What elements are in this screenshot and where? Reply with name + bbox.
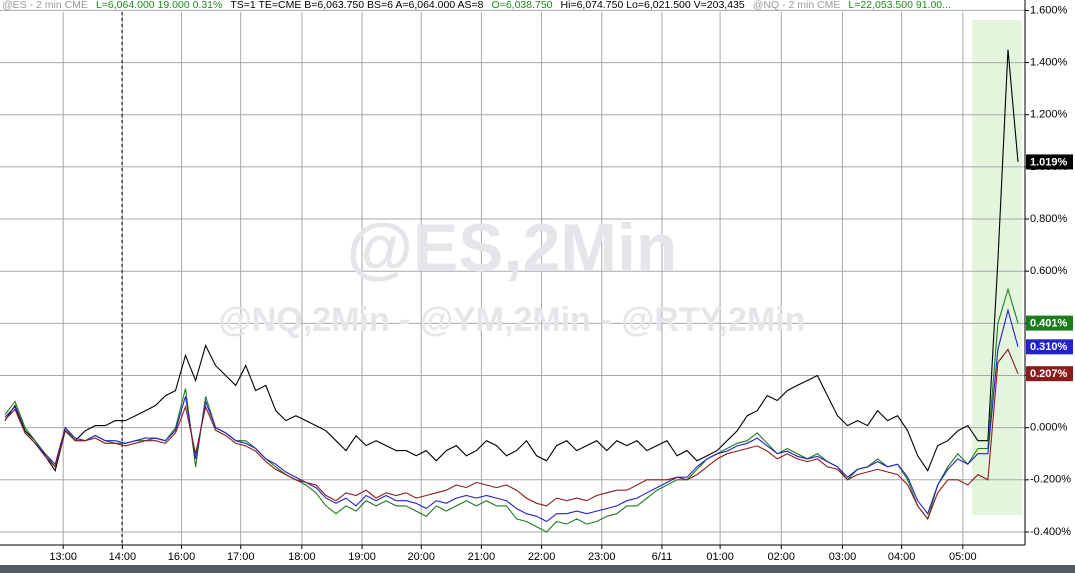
x-tick-label: 14:00 <box>109 551 137 563</box>
header: @ES - 2 min CME L=6,064.000 19.000 0.31% T… <box>2 0 951 11</box>
x-tick-label: 6/11 <box>652 551 673 563</box>
y-tick-label: 1.200% <box>1030 109 1068 121</box>
header-item: Hi=6,074.750 Lo=6,021.500 V=203,435 <box>561 0 745 11</box>
series-line <box>4 348 1019 521</box>
grid <box>0 9 1025 545</box>
series-line <box>4 49 1019 473</box>
last-value-label: 0.207% <box>1030 368 1068 380</box>
y-tick-label: 0.600% <box>1030 265 1068 277</box>
header-item: @ES - 2 min CME <box>2 0 88 11</box>
x-tick-label: 16:00 <box>168 551 196 563</box>
x-tick-label: 02:00 <box>768 551 796 563</box>
watermark: @ES,2Min <box>347 210 678 286</box>
axes: -0.400%-0.200%0.000%0.200%0.400%0.600%0.… <box>49 4 1073 563</box>
header-item: O=6,038.750 <box>492 0 553 11</box>
header-item: L=22,053.500 91.00... <box>848 0 950 11</box>
y-tick-label: 1.600% <box>1030 4 1068 16</box>
x-tick-label: 19:00 <box>348 551 376 563</box>
scrollbar[interactable] <box>0 565 1075 573</box>
series-line <box>4 308 1019 523</box>
last-value-label: 0.310% <box>1030 341 1068 353</box>
sub-watermark: @NQ,2Min - @YM,2Min - @RTY,2Min <box>219 301 806 339</box>
last-value-tag <box>1026 315 1073 331</box>
y-tick-label: -0.400% <box>1030 526 1071 538</box>
x-tick-label: 01:00 <box>706 551 734 563</box>
x-tick-label: 13:00 <box>49 551 77 563</box>
last-value-tag <box>1026 339 1073 355</box>
header-item: L=6,064.000 19.000 0.31% <box>96 0 222 11</box>
y-tick-label: 1.400% <box>1030 56 1068 68</box>
series-line <box>4 287 1019 533</box>
x-tick-label: 22:00 <box>528 551 556 563</box>
y-tick-label: -0.200% <box>1030 474 1071 486</box>
x-tick-label: 17:00 <box>227 551 255 563</box>
x-tick-label: 18:00 <box>288 551 316 563</box>
y-tick-label: 0.000% <box>1030 422 1068 434</box>
header-item: @NQ - 2 min CME <box>753 0 841 11</box>
last-value-tag <box>1026 366 1073 382</box>
x-tick-label: 20:00 <box>407 551 435 563</box>
x-tick-label: 23:00 <box>588 551 616 563</box>
y-tick-label: 0.800% <box>1030 213 1068 225</box>
last-value-tag <box>1026 154 1073 170</box>
last-value-label: 0.401% <box>1030 317 1068 329</box>
x-tick-label: 21:00 <box>468 551 496 563</box>
x-tick-label: 04:00 <box>888 551 916 563</box>
last-value-label: 1.019% <box>1030 156 1068 168</box>
x-tick-label: 03:00 <box>829 551 857 563</box>
lines <box>4 49 1019 533</box>
header-item: TS=1 TE=CME B=6,063.750 BS=6 A=6,064.000… <box>230 0 483 11</box>
x-tick-label: 05:00 <box>949 551 977 563</box>
